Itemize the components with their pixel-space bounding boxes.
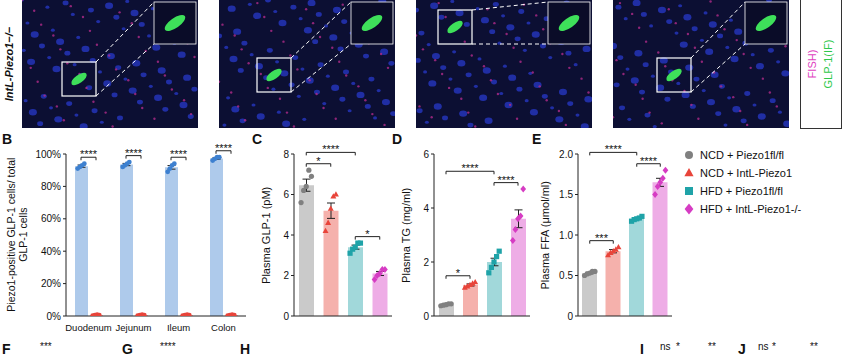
html-text:Plasma FFA (μmol/ml): Plasma FFA (μmol/ml) (538, 180, 551, 290)
html-text:HFD + IntL-Piezo1-/-: HFD + IntL-Piezo1-/- (700, 203, 802, 215)
svg-text:Ileum: Ileum (167, 322, 190, 333)
svg-text:1.5: 1.5 (559, 189, 573, 200)
svg-text:****: **** (125, 147, 143, 159)
svg-text:****: **** (461, 162, 479, 174)
svg-text:8: 8 (283, 149, 289, 160)
svg-text:40%: 40% (41, 246, 61, 257)
html-text:Plasma GLP-1 (pM): Plasma GLP-1 (pM) (259, 186, 272, 284)
svg-text:****: **** (605, 143, 623, 155)
html-text:C: C (252, 131, 263, 147)
svg-text:****: **** (215, 142, 233, 154)
html-text:NCD + IntL-Piezo1: NCD + IntL-Piezo1 (700, 167, 792, 179)
html-text:D: D (392, 131, 403, 147)
svg-text:*: * (456, 267, 461, 279)
svg-text:****: **** (170, 148, 188, 160)
html-text:E: E (532, 131, 542, 147)
svg-text:Duodenum: Duodenum (65, 322, 112, 333)
svg-text:*: * (316, 155, 321, 167)
svg-text:Colon: Colon (211, 322, 236, 333)
html-text:Piezo1-positive GLP-1 cells/ t: Piezo1-positive GLP-1 cells/ total GLP-1… (4, 158, 29, 312)
svg-text:****: **** (497, 174, 515, 186)
html-text:J: J (738, 341, 746, 357)
svg-text:6: 6 (423, 149, 429, 160)
html-text:ns: ns (660, 341, 671, 352)
svg-text:0: 0 (283, 311, 289, 322)
svg-text:0: 0 (423, 311, 429, 322)
svg-text:*: * (365, 228, 370, 240)
html-text:H: H (240, 341, 251, 357)
svg-text:0: 0 (567, 311, 573, 322)
html-text:IntL-Piezo1−/−: IntL-Piezo1−/− (3, 26, 15, 102)
svg-text:20%: 20% (41, 278, 61, 289)
svg-text:60%: 60% (41, 213, 61, 224)
html-text:B: B (2, 131, 13, 147)
svg-text:2.0: 2.0 (559, 149, 573, 160)
html-text:NCD + Piezo1fl/fl: NCD + Piezo1fl/fl (700, 149, 785, 161)
svg-text:4: 4 (423, 203, 429, 214)
svg-text:4: 4 (283, 230, 289, 241)
svg-text:0.5: 0.5 (559, 270, 573, 281)
svg-text:****: **** (322, 143, 340, 155)
html-text:FISH): FISH) (806, 49, 818, 79)
svg-text:2: 2 (423, 257, 429, 268)
svg-text:2: 2 (283, 270, 289, 281)
svg-text:***: *** (595, 232, 609, 244)
svg-text:****: **** (80, 148, 98, 160)
svg-text:****: **** (640, 155, 658, 167)
html-text:Plasma TG (mg/ml): Plasma TG (mg/ml) (399, 187, 412, 283)
svg-text:1.0: 1.0 (559, 230, 573, 241)
html-text:HFD + Piezo1fl/fl: HFD + Piezo1fl/fl (700, 185, 783, 197)
svg-text:Jejunum: Jejunum (116, 322, 152, 333)
html-text:ns *: ns * (758, 341, 776, 352)
svg-text:100%: 100% (35, 149, 61, 160)
svg-text:80%: 80% (41, 181, 61, 192)
html-text:GLP-1(IF): GLP-1(IF) (822, 39, 834, 89)
svg-text:6: 6 (283, 189, 289, 200)
html-text:I: I (640, 341, 644, 357)
html-text:G: G (122, 341, 133, 357)
html-text:F: F (2, 341, 11, 357)
svg-text:0%: 0% (47, 311, 62, 322)
